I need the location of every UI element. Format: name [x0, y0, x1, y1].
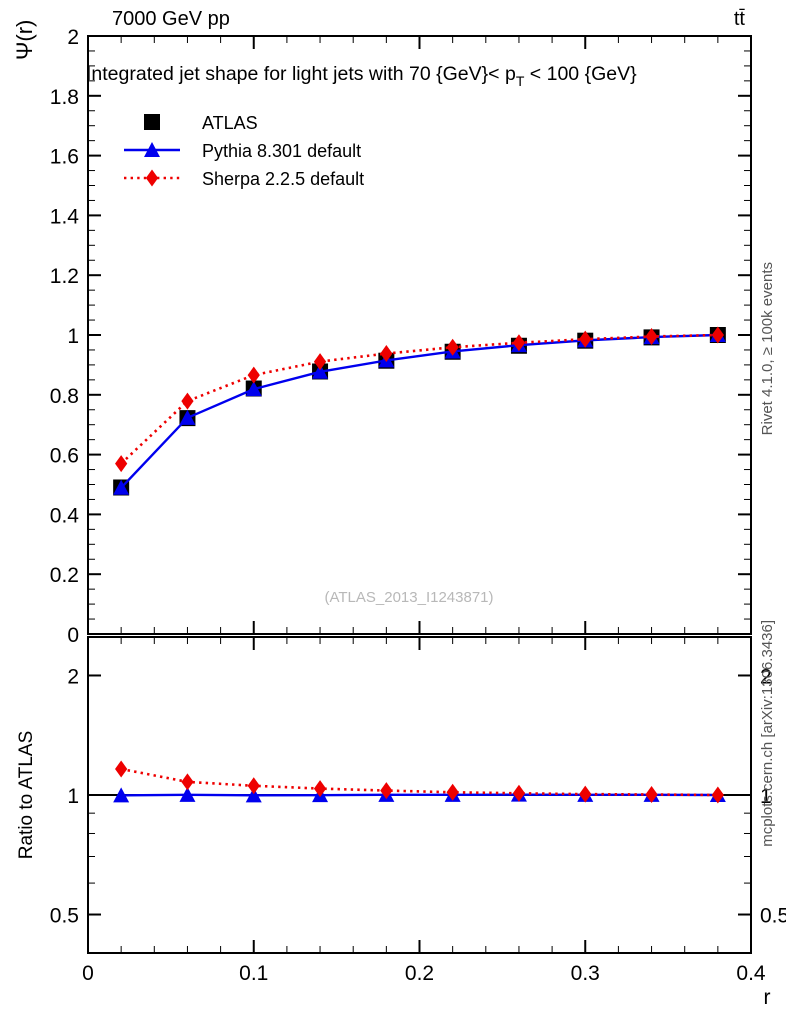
ratio-series-0-line	[121, 793, 718, 797]
ratio-series-1-marker	[181, 773, 194, 791]
main-series-2-marker	[247, 366, 260, 384]
legend-label-1[interactable]: Pythia 8.301 default	[202, 141, 361, 161]
main-series-1-line	[120, 333, 718, 489]
main-series-1-marker	[312, 363, 329, 379]
y-axis-title-main: Ψ(r)	[12, 20, 37, 60]
x-axis-title: r	[764, 986, 771, 1009]
ratio-series-1-marker	[313, 780, 327, 798]
ratio-y-axis-tick-label-right: 0.5	[760, 905, 786, 928]
y-axis-tick-label: 0.8	[50, 385, 79, 408]
plot-title-part2: < 100 {GeV}	[524, 63, 637, 85]
y-axis-tick-label: 1.4	[50, 205, 80, 228]
y-axis-tick-label: 0.4	[50, 504, 80, 527]
plot-title-subscript: T	[516, 73, 525, 89]
side-note-mcplots: mcplots.cern.ch [arXiv:1306.3436]	[759, 620, 776, 847]
main-series-2-marker	[711, 326, 724, 344]
ratio-y-axis-tick-label-right: 1	[760, 785, 772, 808]
main-series-2-marker	[115, 455, 128, 473]
ratio-series-1-marker	[512, 784, 526, 802]
ratio-series-1-marker	[115, 760, 128, 778]
main-series-2-marker	[645, 327, 658, 345]
ratio-y-axis-tick-label: 2	[67, 665, 79, 688]
main-series-2-marker	[380, 345, 393, 363]
ratio-series-1-marker	[579, 785, 592, 803]
y-axis-tick-label: 1.8	[50, 86, 79, 109]
ratio-series-1-marker	[380, 782, 393, 800]
legend-label-0[interactable]: ATLAS	[202, 113, 258, 133]
ratio-series-0-marker	[179, 786, 196, 802]
y-axis-tick-label: 0	[67, 624, 79, 647]
ratio-series-1-line	[120, 767, 718, 797]
x-axis-tick-label: 0.1	[239, 962, 268, 985]
y-axis-tick-label: 0.2	[50, 564, 79, 587]
main-series-1-marker	[245, 381, 262, 397]
legend-marker-0	[144, 114, 160, 130]
x-axis-tick-label: 0.3	[571, 962, 600, 985]
header-process-label: tt̄	[734, 8, 746, 30]
plot-title-part1: Integrated jet shape for light jets with…	[86, 63, 516, 85]
ratio-y-axis-tick-label: 1	[67, 785, 79, 808]
main-series-2-marker	[313, 353, 327, 371]
main-series-2-marker	[579, 330, 592, 348]
y-axis-tick-label: 0.6	[50, 445, 79, 468]
y-axis-tick-label: 2	[67, 26, 79, 49]
main-series-2-marker	[446, 338, 459, 356]
ratio-y-axis-tick-label-right: 2	[760, 665, 772, 688]
ratio-series-1-marker	[711, 786, 724, 804]
legend-marker-1	[144, 142, 160, 157]
y-axis-tick-label: 1.6	[50, 146, 79, 169]
ratio-y-axis-tick-label: 0.5	[50, 905, 79, 928]
main-series-1-marker	[113, 479, 130, 495]
ratio-series-1-marker	[247, 777, 260, 795]
ratio-series-1-marker	[446, 783, 459, 801]
main-series-2-marker	[512, 334, 526, 352]
watermark-analysis-id: (ATLAS_2013_I1243871)	[324, 589, 493, 606]
legend-marker-2	[145, 169, 159, 187]
main-series-2-marker	[181, 392, 194, 410]
header-collision-energy: 7000 GeV pp	[112, 8, 230, 30]
legend-label-2[interactable]: Sherpa 2.2.5 default	[202, 169, 364, 189]
main-series-1-marker	[179, 409, 196, 425]
ratio-series-1-marker	[645, 785, 658, 803]
x-axis-tick-label: 0	[82, 962, 94, 985]
ratio-series-0-marker	[113, 787, 130, 803]
plot-title: Integrated jet shape for light jets with…	[86, 63, 637, 89]
x-axis-tick-label: 0.2	[405, 962, 434, 985]
y-axis-tick-label: 1.2	[50, 265, 79, 288]
y-axis-tick-label: 1	[67, 325, 79, 348]
side-note-rivet: Rivet 4.1.0, ≥ 100k events	[759, 262, 776, 435]
x-axis-tick-label: 0.4	[736, 962, 766, 985]
ratio-series-0-marker	[245, 787, 262, 803]
main-series-2-line	[120, 333, 718, 465]
y-axis-title-ratio: Ratio to ATLAS	[16, 731, 37, 860]
